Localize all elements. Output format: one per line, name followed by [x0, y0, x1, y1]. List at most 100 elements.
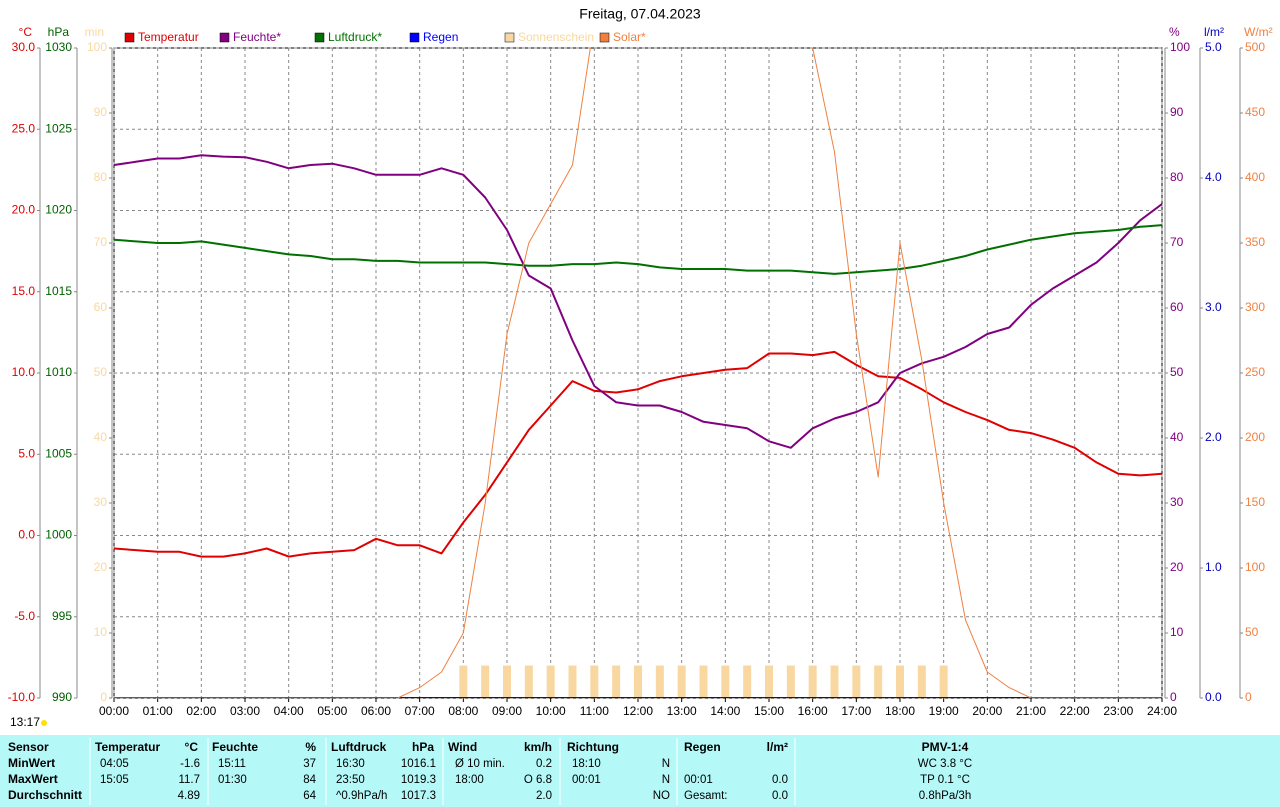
- chart-title: Freitag, 07.04.2023: [579, 6, 701, 22]
- table-header: Richtung: [567, 740, 619, 754]
- series-line: [114, 350, 1162, 558]
- y-tick-label: 0: [100, 690, 107, 704]
- x-tick-label: 03:00: [230, 704, 260, 718]
- legend-label: Temperatur: [138, 30, 199, 44]
- y-tick-label: 60: [94, 300, 108, 314]
- table-cell: TP 0.1 °C: [920, 774, 970, 786]
- legend-swatch: [409, 32, 420, 43]
- y-tick-label: 2.0: [1205, 430, 1222, 444]
- legend-label: Sonnenschein: [518, 30, 594, 44]
- y-tick-label: 250: [1245, 365, 1265, 379]
- table-cell: -1.6: [180, 758, 200, 770]
- y-tick-label: 990: [52, 690, 72, 704]
- legend-label: Solar*: [613, 30, 646, 44]
- table-cell: 64: [303, 790, 316, 802]
- y-tick-label: 100: [87, 40, 107, 54]
- y-tick-label: 0.0: [18, 528, 35, 542]
- y-tick-label: 995: [52, 609, 72, 623]
- table-cell: 37: [303, 758, 316, 770]
- y-tick-label: 90: [1170, 105, 1184, 119]
- table-cell: 16:30: [336, 758, 365, 770]
- table-cell: 0.0: [772, 774, 788, 786]
- table-cell: 18:00: [455, 774, 484, 786]
- x-tick-label: 13:00: [667, 704, 697, 718]
- table-cell: 4.89: [178, 790, 200, 802]
- legend-swatch: [504, 32, 515, 43]
- legend-swatch: [219, 32, 230, 43]
- sun-icon: [41, 720, 47, 726]
- y-tick-label: 80: [1170, 170, 1184, 184]
- y-tick-label: -5.0: [14, 609, 35, 623]
- legend-label: Regen: [423, 30, 458, 44]
- sunshine-bar: [612, 665, 621, 698]
- sunshine-bar: [743, 665, 752, 698]
- table-cell: WC 3.8 °C: [918, 758, 972, 770]
- table-cell: 0.8hPa/3h: [919, 790, 971, 802]
- table-cell: 1016.1: [401, 758, 436, 770]
- current-time: 13:17: [10, 715, 40, 729]
- series-line: [114, 224, 1162, 275]
- x-tick-label: 04:00: [274, 704, 304, 718]
- sunshine-bar: [481, 665, 490, 698]
- x-tick-label: 19:00: [929, 704, 959, 718]
- axis-unit: min: [85, 25, 104, 39]
- table-cell: MinWert: [8, 756, 55, 770]
- table-cell: 2.0: [536, 790, 552, 802]
- y-tick-label: 5.0: [1205, 40, 1222, 54]
- legend-label: Feuchte*: [233, 30, 281, 44]
- x-tick-label: 09:00: [492, 704, 522, 718]
- y-tick-label: 10: [1170, 625, 1184, 639]
- table-header: hPa: [412, 740, 434, 754]
- y-tick-label: 30: [1170, 495, 1184, 509]
- sunshine-bar: [939, 665, 948, 698]
- y-tick-label: 1020: [45, 203, 72, 217]
- sunshine-bar: [546, 665, 555, 698]
- sunshine-bar: [568, 665, 577, 698]
- table-cell: 11.7: [178, 774, 200, 786]
- sunshine-bar: [917, 665, 926, 698]
- table-header: Luftdruck: [331, 740, 387, 754]
- legend-swatch: [599, 32, 610, 43]
- y-tick-label: 70: [94, 235, 108, 249]
- x-tick-label: 00:00: [99, 704, 129, 718]
- series-line: [114, 48, 1162, 698]
- y-tick-label: 60: [1170, 300, 1184, 314]
- sunshine-bar: [655, 665, 664, 698]
- x-tick-label: 06:00: [361, 704, 391, 718]
- sunshine-bar: [852, 665, 861, 698]
- legend-swatch: [314, 32, 325, 43]
- y-tick-label: 4.0: [1205, 170, 1222, 184]
- y-tick-label: 10.0: [12, 365, 36, 379]
- table-cell: 00:01: [572, 774, 601, 786]
- sunshine-bar: [808, 665, 817, 698]
- sunshine-bar: [721, 665, 730, 698]
- sunshine-bar: [459, 665, 468, 698]
- series-line: [114, 154, 1162, 449]
- axis-unit: hPa: [48, 25, 70, 39]
- y-tick-label: 80: [94, 170, 108, 184]
- y-tick-label: 90: [94, 105, 108, 119]
- sunshine-bar: [503, 665, 511, 698]
- x-tick-label: 07:00: [405, 704, 435, 718]
- x-tick-label: 15:00: [754, 704, 784, 718]
- table-cell: 18:10: [572, 758, 601, 770]
- x-tick-label: 22:00: [1060, 704, 1090, 718]
- table-header: Wind: [448, 740, 477, 754]
- y-tick-label: 0.0: [1205, 690, 1222, 704]
- x-tick-label: 01:00: [143, 704, 173, 718]
- sunshine-bar: [896, 665, 904, 698]
- y-tick-label: 100: [1170, 40, 1190, 54]
- table-header: l/m²: [767, 740, 788, 754]
- x-tick-label: 20:00: [972, 704, 1002, 718]
- y-tick-label: 1010: [45, 365, 72, 379]
- y-tick-label: 30: [94, 495, 108, 509]
- x-tick-label: 24:00: [1147, 704, 1177, 718]
- x-tick-label: 18:00: [885, 704, 915, 718]
- table-cell: 01:30: [218, 774, 247, 786]
- y-tick-label: 40: [1170, 430, 1184, 444]
- y-tick-label: 1005: [45, 446, 72, 460]
- table-header: °C: [185, 740, 199, 754]
- table-header: %: [305, 740, 316, 754]
- table-cell: 84: [303, 774, 316, 786]
